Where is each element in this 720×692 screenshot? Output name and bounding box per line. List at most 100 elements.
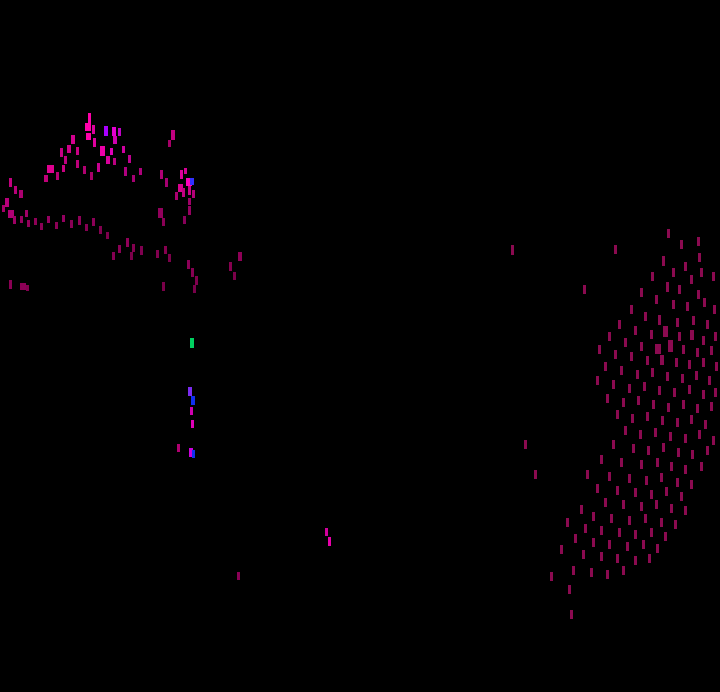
scatter-point bbox=[620, 458, 623, 467]
scatter-point bbox=[678, 285, 681, 294]
scatter-point bbox=[187, 260, 190, 269]
scatter-point bbox=[97, 163, 100, 172]
scatter-point bbox=[9, 178, 12, 187]
scatter-point bbox=[62, 215, 65, 222]
scatter-point bbox=[672, 268, 675, 277]
scatter-point bbox=[171, 130, 175, 140]
scatter-point bbox=[690, 480, 693, 489]
scatter-point bbox=[192, 190, 195, 198]
scatter-point bbox=[690, 275, 693, 284]
scatter-point bbox=[696, 404, 699, 413]
scatter-point bbox=[44, 175, 48, 182]
scatter-point bbox=[614, 245, 617, 254]
scatter-point bbox=[99, 226, 102, 234]
scatter-point bbox=[20, 216, 23, 223]
scatter-point bbox=[651, 272, 654, 281]
scatter-point bbox=[697, 237, 700, 246]
scatter-point bbox=[229, 262, 232, 271]
scatter-point bbox=[113, 136, 117, 144]
scatter-point bbox=[596, 484, 599, 493]
scatter-point bbox=[634, 556, 637, 565]
scatter-point bbox=[698, 430, 701, 439]
scatter-point bbox=[667, 229, 670, 238]
scatter-point bbox=[128, 155, 131, 163]
scatter-point bbox=[85, 123, 91, 131]
scatter-point bbox=[675, 358, 678, 367]
scatter-point bbox=[630, 352, 633, 361]
scatter-point bbox=[238, 252, 242, 261]
scatter-point bbox=[164, 246, 167, 254]
scatter-point bbox=[192, 450, 195, 458]
scatter-point bbox=[86, 133, 91, 140]
scatter-point bbox=[640, 460, 643, 469]
scatter-point bbox=[104, 126, 108, 136]
scatter-point bbox=[88, 113, 91, 124]
scatter-point bbox=[688, 385, 691, 394]
scatter-point bbox=[175, 192, 178, 200]
scatter-point bbox=[706, 320, 709, 329]
scatter-point bbox=[622, 398, 625, 407]
scatter-point bbox=[656, 544, 659, 553]
scatter-point bbox=[642, 540, 645, 549]
scatter-point bbox=[703, 298, 706, 307]
scatter-point bbox=[660, 355, 664, 365]
scatter-point bbox=[650, 490, 653, 499]
scatter-point bbox=[26, 285, 29, 291]
scatter-point bbox=[130, 252, 133, 260]
scatter-point bbox=[647, 446, 650, 455]
scatter-point bbox=[112, 127, 116, 136]
scatter-point bbox=[184, 168, 187, 174]
scatter-point bbox=[630, 305, 633, 314]
scatter-point bbox=[608, 472, 611, 481]
scatter-point bbox=[126, 238, 129, 247]
scatter-point bbox=[660, 518, 663, 527]
scatter-point bbox=[168, 140, 171, 147]
scatter-point bbox=[628, 384, 631, 393]
scatter-point bbox=[676, 318, 679, 327]
scatter-point bbox=[188, 198, 191, 205]
scatter-point bbox=[710, 346, 713, 355]
scatter-point bbox=[620, 366, 623, 375]
scatter-point bbox=[586, 470, 589, 479]
scatter-point bbox=[110, 148, 113, 155]
scatter-point bbox=[692, 316, 695, 325]
scatter-point bbox=[712, 436, 715, 445]
scatter-point bbox=[180, 170, 183, 179]
scatter-point bbox=[663, 326, 668, 337]
scatter-point bbox=[628, 516, 631, 525]
scatter-point bbox=[608, 332, 611, 341]
scatter-point bbox=[650, 330, 653, 339]
scatter-point bbox=[658, 315, 661, 325]
scatter-point bbox=[700, 462, 703, 471]
scatter-point bbox=[118, 128, 121, 136]
scatter-point bbox=[667, 403, 670, 412]
scatter-point bbox=[640, 288, 643, 297]
scatter-point bbox=[132, 244, 135, 252]
scatter-point bbox=[158, 208, 163, 218]
scatter-point bbox=[534, 470, 537, 479]
scatter-point bbox=[100, 146, 105, 156]
scatter-point bbox=[55, 222, 58, 229]
scatter-point bbox=[618, 320, 621, 329]
scatter-point bbox=[106, 232, 109, 239]
scatter-point bbox=[616, 554, 619, 563]
scatter-point bbox=[658, 386, 661, 395]
scatter-point bbox=[190, 407, 193, 415]
scatter-point bbox=[189, 448, 193, 457]
scatter-point bbox=[702, 336, 705, 345]
scatter-point bbox=[695, 371, 698, 380]
scatter-point bbox=[662, 256, 665, 266]
scatter-point bbox=[661, 416, 664, 425]
scatter-point bbox=[233, 272, 236, 280]
scatter-point bbox=[610, 514, 613, 523]
scatter-point bbox=[168, 254, 171, 262]
scatter-point bbox=[700, 268, 703, 277]
scatter-point bbox=[651, 368, 654, 377]
scatter-point bbox=[600, 552, 603, 561]
scatter-point bbox=[14, 186, 17, 194]
scatter-point bbox=[112, 252, 115, 260]
scatter-point bbox=[584, 524, 587, 533]
scatter-point bbox=[90, 172, 93, 180]
scatter-point bbox=[612, 440, 615, 449]
